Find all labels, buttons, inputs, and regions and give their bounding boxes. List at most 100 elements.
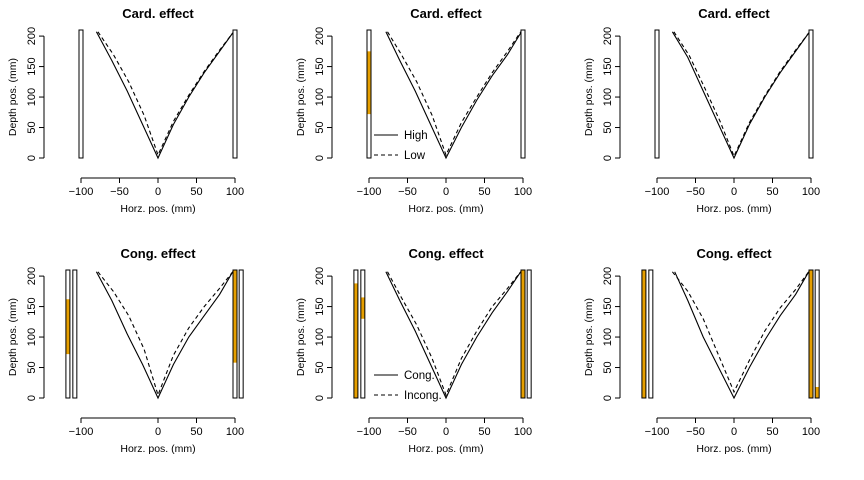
x-tick-label: 0 xyxy=(155,186,161,198)
bar-outline xyxy=(360,269,366,399)
panel-title: Card. effect xyxy=(410,6,482,21)
y-tick-label: 100 xyxy=(602,88,614,106)
x-tick-label: 50 xyxy=(766,186,778,198)
bar-fill xyxy=(815,387,820,398)
x-tick-label: 50 xyxy=(766,426,778,438)
x-axis-label: Horz. pos. (mm) xyxy=(120,443,195,455)
x-tick-label: −50 xyxy=(686,186,705,198)
series-line-dashed xyxy=(387,31,522,157)
x-axis-label: Horz. pos. (mm) xyxy=(120,203,195,215)
series-line-solid xyxy=(385,31,522,160)
y-tick-label: 150 xyxy=(602,57,614,75)
bar-outline xyxy=(526,269,532,399)
x-tick-label: 0 xyxy=(731,186,737,198)
y-tick-label: 0 xyxy=(314,395,326,401)
x-tick-label: −100 xyxy=(645,426,670,438)
y-tick-label: 0 xyxy=(26,395,38,401)
x-tick-label: −100 xyxy=(357,186,382,198)
series-line-dashed xyxy=(387,271,522,397)
x-axis-label: Horz. pos. (mm) xyxy=(408,443,483,455)
x-axis-label: Horz. pos. (mm) xyxy=(696,203,771,215)
panel-title: Card. effect xyxy=(698,6,770,21)
x-tick-label: 50 xyxy=(478,186,490,198)
y-tick-label: 0 xyxy=(314,155,326,161)
y-tick-label: 50 xyxy=(26,361,38,373)
x-tick-label: 0 xyxy=(155,426,161,438)
x-tick-label: −50 xyxy=(398,186,417,198)
y-axis-label: Depth pos. (mm) xyxy=(295,298,307,376)
x-axis-label: Horz. pos. (mm) xyxy=(696,443,771,455)
y-tick-label: 50 xyxy=(26,121,38,133)
y-tick-label: 100 xyxy=(26,328,38,346)
x-tick-label: 50 xyxy=(478,426,490,438)
x-tick-label: 0 xyxy=(443,426,449,438)
panel-title: Card. effect xyxy=(122,6,194,21)
x-tick-label: 100 xyxy=(226,426,244,438)
bar-outline xyxy=(520,29,526,159)
x-tick-label: −50 xyxy=(686,426,705,438)
bar-outline xyxy=(366,29,372,159)
bar-outline xyxy=(78,29,84,159)
series-line-dashed xyxy=(97,31,234,157)
x-tick-label: 0 xyxy=(731,426,737,438)
bar-fill xyxy=(65,299,70,355)
bar-outline xyxy=(232,29,238,159)
bar-outline xyxy=(353,269,359,399)
y-tick-label: 150 xyxy=(26,57,38,75)
y-tick-label: 0 xyxy=(602,395,614,401)
legend-label: Incong. xyxy=(404,390,442,402)
panel-title: Cong. effect xyxy=(696,246,772,261)
y-tick-label: 0 xyxy=(26,155,38,161)
bar-fill xyxy=(233,270,237,363)
bar-fill xyxy=(521,270,525,398)
x-tick-label: 100 xyxy=(514,426,532,438)
y-tick-label: 200 xyxy=(314,267,326,285)
y-tick-label: 0 xyxy=(602,155,614,161)
x-tick-label: −50 xyxy=(110,186,129,198)
x-tick-label: 100 xyxy=(802,426,820,438)
bar-outline xyxy=(72,269,78,399)
bar-fill xyxy=(809,270,813,398)
panel-4: Cong. effect −100 0 50 100 Horz. pos. (mm) 0 50… xyxy=(7,246,244,455)
y-axis-label: Depth pos. (mm) xyxy=(583,58,595,136)
x-tick-label: 50 xyxy=(190,186,202,198)
y-tick-label: 150 xyxy=(314,297,326,315)
legend-label: Low xyxy=(404,150,426,162)
y-tick-label: 100 xyxy=(314,88,326,106)
x-tick-label: 100 xyxy=(802,186,820,198)
y-tick-label: 100 xyxy=(602,328,614,346)
legend-label: High xyxy=(404,130,428,142)
series-line-dashed xyxy=(671,271,810,394)
y-tick-label: 100 xyxy=(26,88,38,106)
panel-1: Card. effect −100 −50 0 50 100 Horz. pos. (mm)… xyxy=(7,6,244,215)
bar-outline xyxy=(641,269,647,399)
bar-outline xyxy=(520,269,526,399)
y-tick-label: 50 xyxy=(602,361,614,373)
legend-label: Cong. xyxy=(404,370,435,382)
series-line-dashed xyxy=(673,31,810,158)
y-tick-label: 200 xyxy=(602,267,614,285)
panel-3: Card. effect −100 −50 0 50 100 Horz. pos. (mm)… xyxy=(583,6,820,215)
y-axis-label: Depth pos. (mm) xyxy=(295,58,307,136)
y-tick-label: 150 xyxy=(314,57,326,75)
bar-outline xyxy=(654,29,660,159)
x-tick-label: 50 xyxy=(190,426,202,438)
panel-title: Cong. effect xyxy=(408,246,484,261)
y-tick-label: 200 xyxy=(314,27,326,45)
y-tick-label: 200 xyxy=(26,27,38,45)
y-tick-label: 150 xyxy=(602,297,614,315)
series-line-solid xyxy=(95,271,234,400)
y-tick-label: 50 xyxy=(314,121,326,133)
bar-outline xyxy=(648,269,654,399)
bar-outline xyxy=(232,269,238,399)
series-line-solid xyxy=(95,31,234,160)
x-tick-label: −50 xyxy=(398,426,417,438)
y-tick-label: 50 xyxy=(314,361,326,373)
x-tick-label: 100 xyxy=(514,186,532,198)
series-line-solid xyxy=(671,31,810,160)
series-line-solid xyxy=(674,271,810,400)
bar-outline xyxy=(814,269,820,399)
y-tick-label: 200 xyxy=(602,27,614,45)
series-line-solid xyxy=(385,271,522,400)
